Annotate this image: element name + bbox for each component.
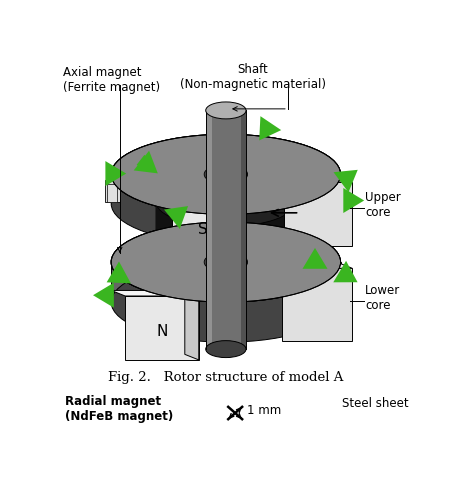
Polygon shape xyxy=(158,194,234,200)
Text: Fig. 2.   Rotor structure of model A: Fig. 2. Rotor structure of model A xyxy=(108,371,344,384)
Text: Axial magnet
(Ferrite magnet): Axial magnet (Ferrite magnet) xyxy=(63,66,160,94)
Polygon shape xyxy=(282,268,352,341)
Ellipse shape xyxy=(111,222,341,302)
Ellipse shape xyxy=(156,193,296,211)
Ellipse shape xyxy=(206,341,246,358)
Polygon shape xyxy=(185,290,199,360)
Ellipse shape xyxy=(156,241,296,291)
Polygon shape xyxy=(111,290,199,296)
Text: Radial magnet
(NdFeB magnet): Radial magnet (NdFeB magnet) xyxy=(65,395,173,424)
Polygon shape xyxy=(125,296,199,360)
Polygon shape xyxy=(206,111,246,349)
Polygon shape xyxy=(111,175,341,204)
Text: S: S xyxy=(198,222,208,237)
Ellipse shape xyxy=(204,252,247,272)
Ellipse shape xyxy=(156,178,296,227)
Ellipse shape xyxy=(204,164,247,184)
Polygon shape xyxy=(156,202,296,275)
Ellipse shape xyxy=(111,134,341,214)
Text: Steel sheet: Steel sheet xyxy=(342,397,409,410)
Polygon shape xyxy=(284,182,352,246)
Ellipse shape xyxy=(156,257,296,275)
Ellipse shape xyxy=(111,222,341,302)
Polygon shape xyxy=(156,193,296,266)
Ellipse shape xyxy=(206,102,246,119)
Polygon shape xyxy=(105,181,120,202)
Ellipse shape xyxy=(111,134,341,214)
Polygon shape xyxy=(111,168,135,179)
Polygon shape xyxy=(111,262,341,302)
Text: 1 mm: 1 mm xyxy=(247,404,281,417)
Text: Upper
core: Upper core xyxy=(365,191,401,219)
Text: N: N xyxy=(156,324,168,340)
Text: Lower
core: Lower core xyxy=(365,284,401,311)
Polygon shape xyxy=(156,202,296,266)
Polygon shape xyxy=(107,184,118,202)
Polygon shape xyxy=(172,200,234,252)
Polygon shape xyxy=(206,111,212,349)
Text: Shaft
(Non-magnetic material): Shaft (Non-magnetic material) xyxy=(180,63,326,91)
Polygon shape xyxy=(219,194,234,252)
Polygon shape xyxy=(241,111,246,349)
Ellipse shape xyxy=(111,262,341,342)
Polygon shape xyxy=(266,262,352,268)
Ellipse shape xyxy=(111,163,341,243)
Polygon shape xyxy=(268,176,352,182)
